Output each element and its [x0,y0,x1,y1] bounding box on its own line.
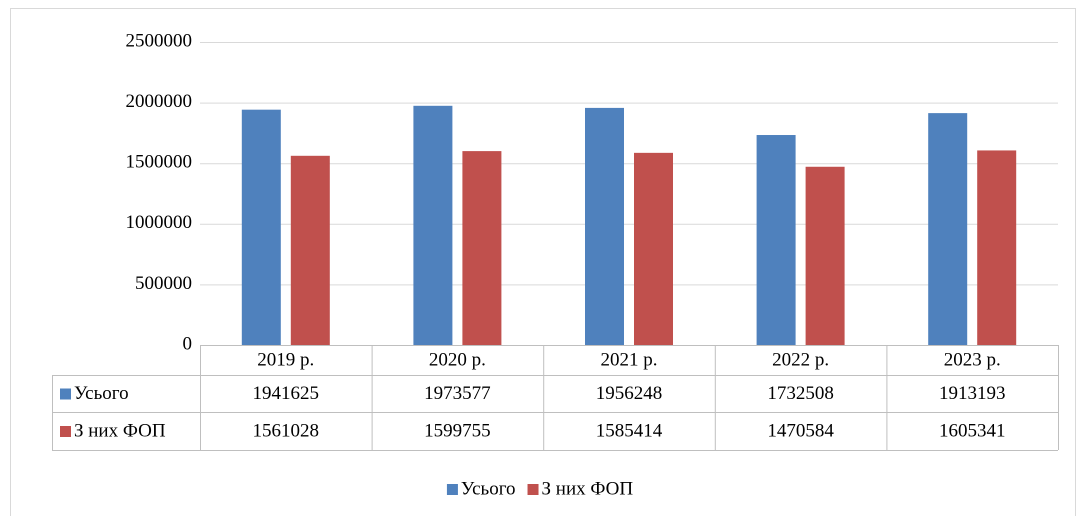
table-legend-key [60,426,71,437]
y-tick-label: 2500000 [126,30,193,51]
y-tick-label: 1000000 [126,212,193,233]
bar [413,105,453,346]
table-legend-key [60,388,71,400]
legend-key [446,484,458,495]
y-tick-label: 500000 [135,273,192,294]
table-cell: 1599755 [424,420,491,441]
table-cell: 1973577 [424,383,491,404]
table-cell: 1585414 [596,420,663,441]
table-row-header: Усього [74,383,129,404]
bar [928,113,968,346]
table-row-header: З них ФОП [74,420,166,441]
table-cell: 1605341 [939,420,1006,441]
y-tick-label: 1500000 [126,152,193,173]
x-tick-label: 2020 р. [429,349,486,370]
bar [756,135,796,345]
y-tick-label: 0 [183,333,193,354]
x-tick-label: 2022 р. [772,349,829,370]
legend-key [527,484,539,495]
table-cell: 1732508 [767,383,834,404]
legend-label: Усього [461,478,516,499]
x-tick-label: 2021 р. [601,349,658,370]
table-cell: 1470584 [767,420,834,441]
table-cell: 1913193 [939,383,1006,404]
y-tick-label: 2000000 [126,91,193,112]
bar [241,109,281,345]
bar [977,150,1017,345]
chart-frame [10,8,1076,516]
bar [290,155,330,345]
legend-label: З них ФОП [542,478,634,499]
bar [805,166,845,345]
x-tick-label: 2023 р. [944,349,1001,370]
bar [634,152,673,345]
bar [585,107,624,345]
table-cell: 1561028 [253,420,320,441]
x-tick-label: 2019 р. [257,349,314,370]
bar [462,151,502,345]
table-cell: 1956248 [596,383,663,404]
table-cell: 1941625 [253,383,320,404]
